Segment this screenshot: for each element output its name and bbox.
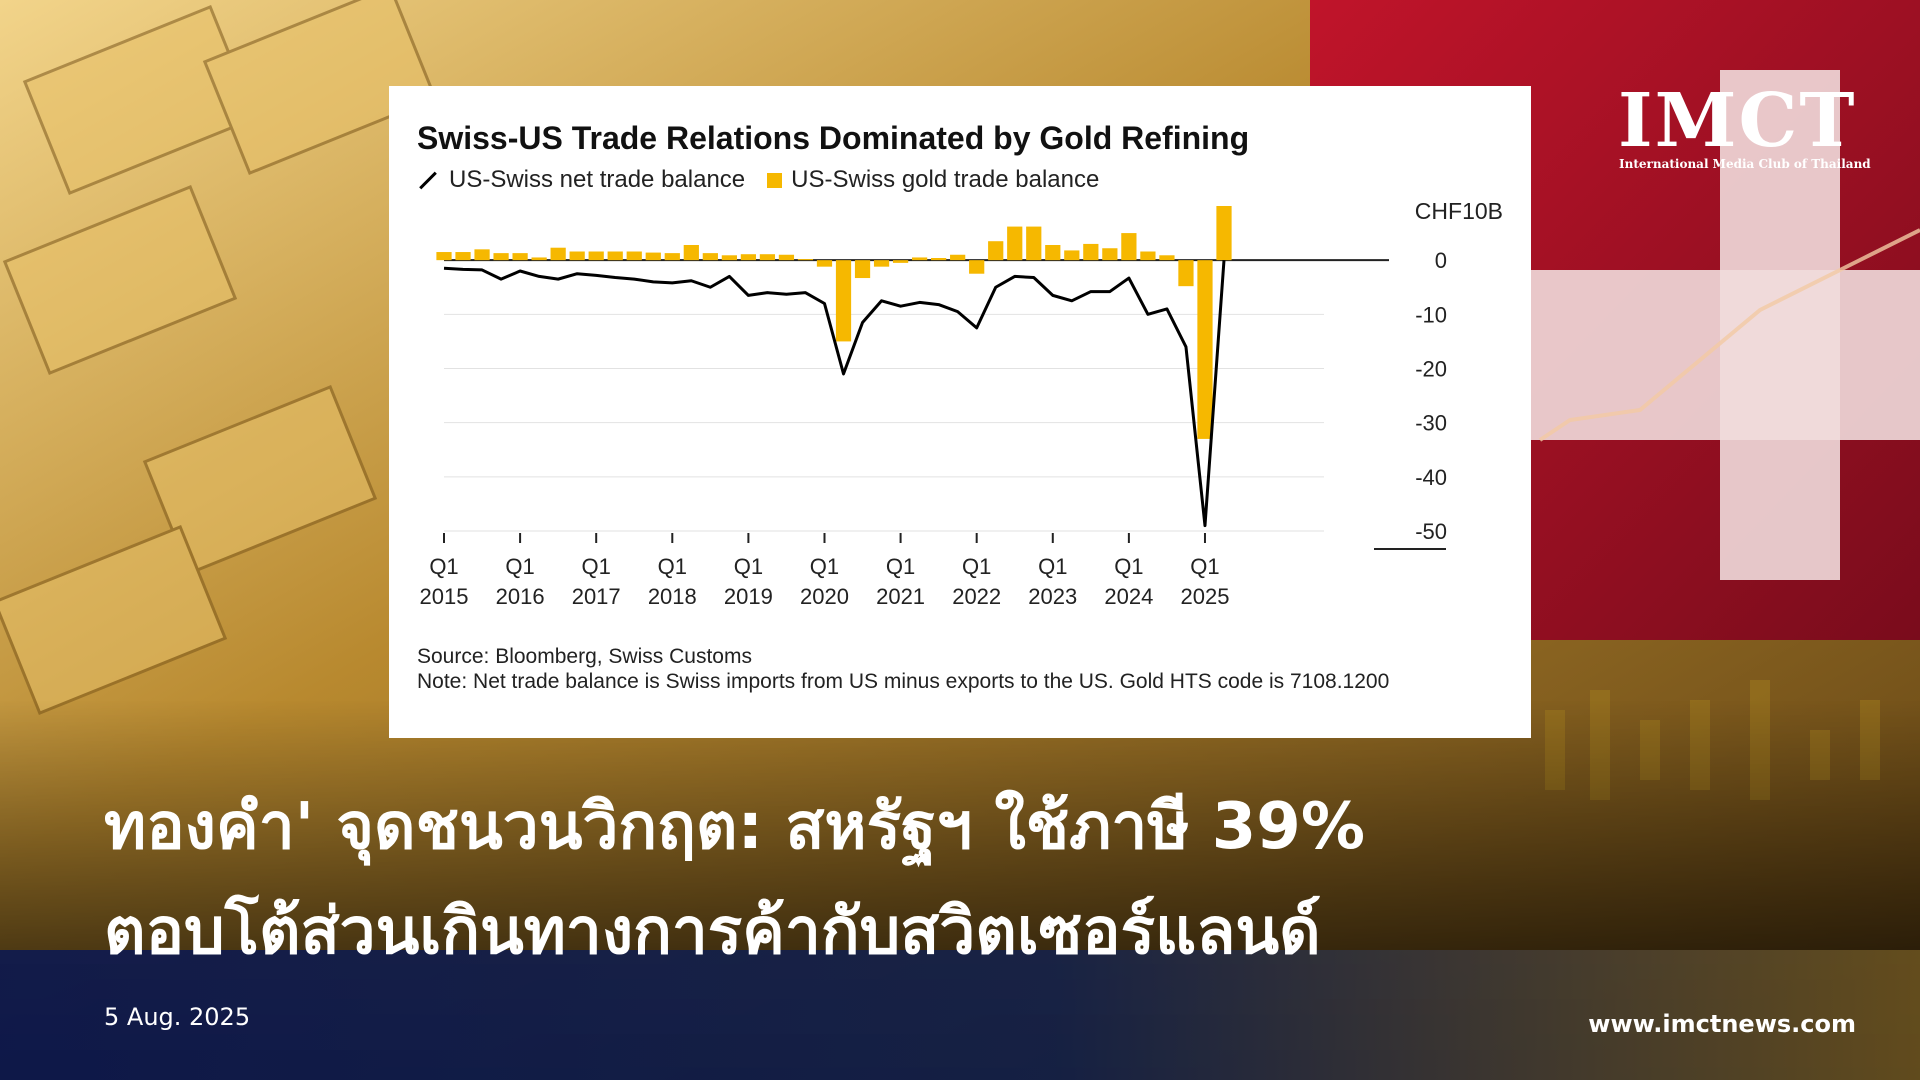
gold-trade-bar [969,260,985,274]
logo-wordmark: IMCT [1618,78,1857,164]
x-tick-label-quarter: Q1 [429,554,458,579]
x-tick-label-year: 2016 [496,584,545,609]
legend-net-trade-label: US-Swiss net trade balance [449,166,746,193]
y-tick-label: -40 [1415,465,1447,490]
gold-trade-bar [1026,226,1042,261]
gold-trade-bar [892,260,909,263]
gold-trade-bar [493,253,509,261]
gold-trade-bar [1045,245,1061,261]
x-tick-label-quarter: Q1 [734,554,763,579]
x-tick-label-quarter: Q1 [505,554,534,579]
gold-trade-bar [702,253,718,261]
gold-trade-bar [988,241,1004,261]
gold-trade-bar [950,254,966,261]
gold-trade-bar [854,260,871,279]
imct-logo: IMCT International Media Club of Thailan… [1615,78,1871,188]
gold-trade-bar [1197,260,1213,439]
gold-trade-bar [683,245,699,261]
y-tick-label: -10 [1415,302,1447,327]
gold-trade-bar [588,251,604,261]
gold-trade-bar [911,257,928,261]
chart-card: Swiss-US Trade Relations Dominated by Go… [389,86,1531,738]
x-tick-label-year: 2017 [572,584,621,609]
x-tick-label-year: 2018 [648,584,697,609]
chart-plot: 0 -10 -20 -30 -40 -50 Q1 2015 Q1 2016 Q1 2017 Q1 2018… [420,206,1447,609]
gold-trade-bar [531,257,547,261]
x-tick-label-year: 2020 [800,584,849,609]
gold-trade-bar [721,255,737,261]
x-tick-label-year: 2023 [1028,584,1077,609]
y-tick-label: -20 [1415,357,1447,382]
x-tick-label-year: 2019 [724,584,773,609]
gold-trade-bar [740,254,757,261]
gold-trade-bar [645,252,661,261]
logo-subtitle: International Media Club of Thailand [1619,157,1871,171]
gold-trade-bar [1216,206,1232,261]
x-tick-label-quarter: Q1 [582,554,611,579]
chart-note: Note: Net trade balance is Swiss imports… [417,670,1390,693]
gold-trade-bar [1178,260,1194,287]
gold-trade-bar [474,249,490,261]
x-tick-label-quarter: Q1 [1114,554,1143,579]
gold-trade-bar [626,251,642,261]
gold-trade-bar [931,258,947,261]
headline-line-1: ทองคำ' จุดชนวนวิกฤต: สหรัฐฯ ใช้ภาษี 39% [104,790,1365,864]
gold-trade-bar [1159,255,1175,261]
gold-trade-bar [1083,243,1099,261]
x-tick-label-quarter: Q1 [1190,554,1219,579]
chart-source: Source: Bloomberg, Swiss Customs [417,645,752,668]
y-tick-label: -50 [1415,519,1447,544]
x-tick-label-year: 2015 [420,584,469,609]
gold-trade-bar [1007,226,1023,261]
gold-trade-bar [816,260,833,267]
x-tick-label-year: 2022 [952,584,1001,609]
net-trade-line [443,260,1226,528]
x-tick-label-quarter: Q1 [962,554,991,579]
y-tick-label: 0 [1435,248,1447,273]
legend-bar-swatch [767,172,783,188]
y-tick-label: -30 [1415,411,1447,436]
gold-trade-bar [607,251,623,261]
x-tick-label-quarter: Q1 [810,554,839,579]
gold-trade-bar [550,247,566,261]
x-tick-label-quarter: Q1 [1038,554,1067,579]
gold-trade-bar [664,253,680,261]
y-axis-unit-label: CHF10B [1414,198,1503,224]
x-tick-label-quarter: Q1 [886,554,915,579]
publish-date: 5 Aug. 2025 [104,1003,251,1031]
gold-trade-bar [1102,248,1118,261]
legend-gold-trade-label: US-Swiss gold trade balance [791,166,1100,193]
gold-trade-bar [835,260,852,342]
headline-line-2: ตอบโต้ส่วนเกินทางการค้ากับสวิตเซอร์แลนด์ [104,895,1321,969]
gold-trade-bar [759,254,776,261]
gold-trade-bar [1064,250,1080,261]
gold-trade-bar [873,260,890,267]
x-tick-label-quarter: Q1 [658,554,687,579]
gold-trade-bar [1121,233,1137,261]
gold-trade-bar [778,254,795,261]
x-tick-label-year: 2025 [1180,584,1229,609]
gold-trade-bar [512,253,528,261]
gold-trade-bar [455,252,471,261]
gold-trade-bar [569,251,585,261]
chart-legend: US-Swiss net trade balance US-Swiss gold… [417,166,1099,194]
gold-trade-bar [1140,251,1156,261]
website-link[interactable]: www.imctnews.com [1588,1010,1856,1038]
x-tick-label-year: 2024 [1104,584,1153,609]
x-tick-label-year: 2021 [876,584,925,609]
gold-trade-bar [436,252,452,261]
chart-title: Swiss-US Trade Relations Dominated by Go… [417,120,1250,156]
gold-trade-bar [797,259,814,261]
